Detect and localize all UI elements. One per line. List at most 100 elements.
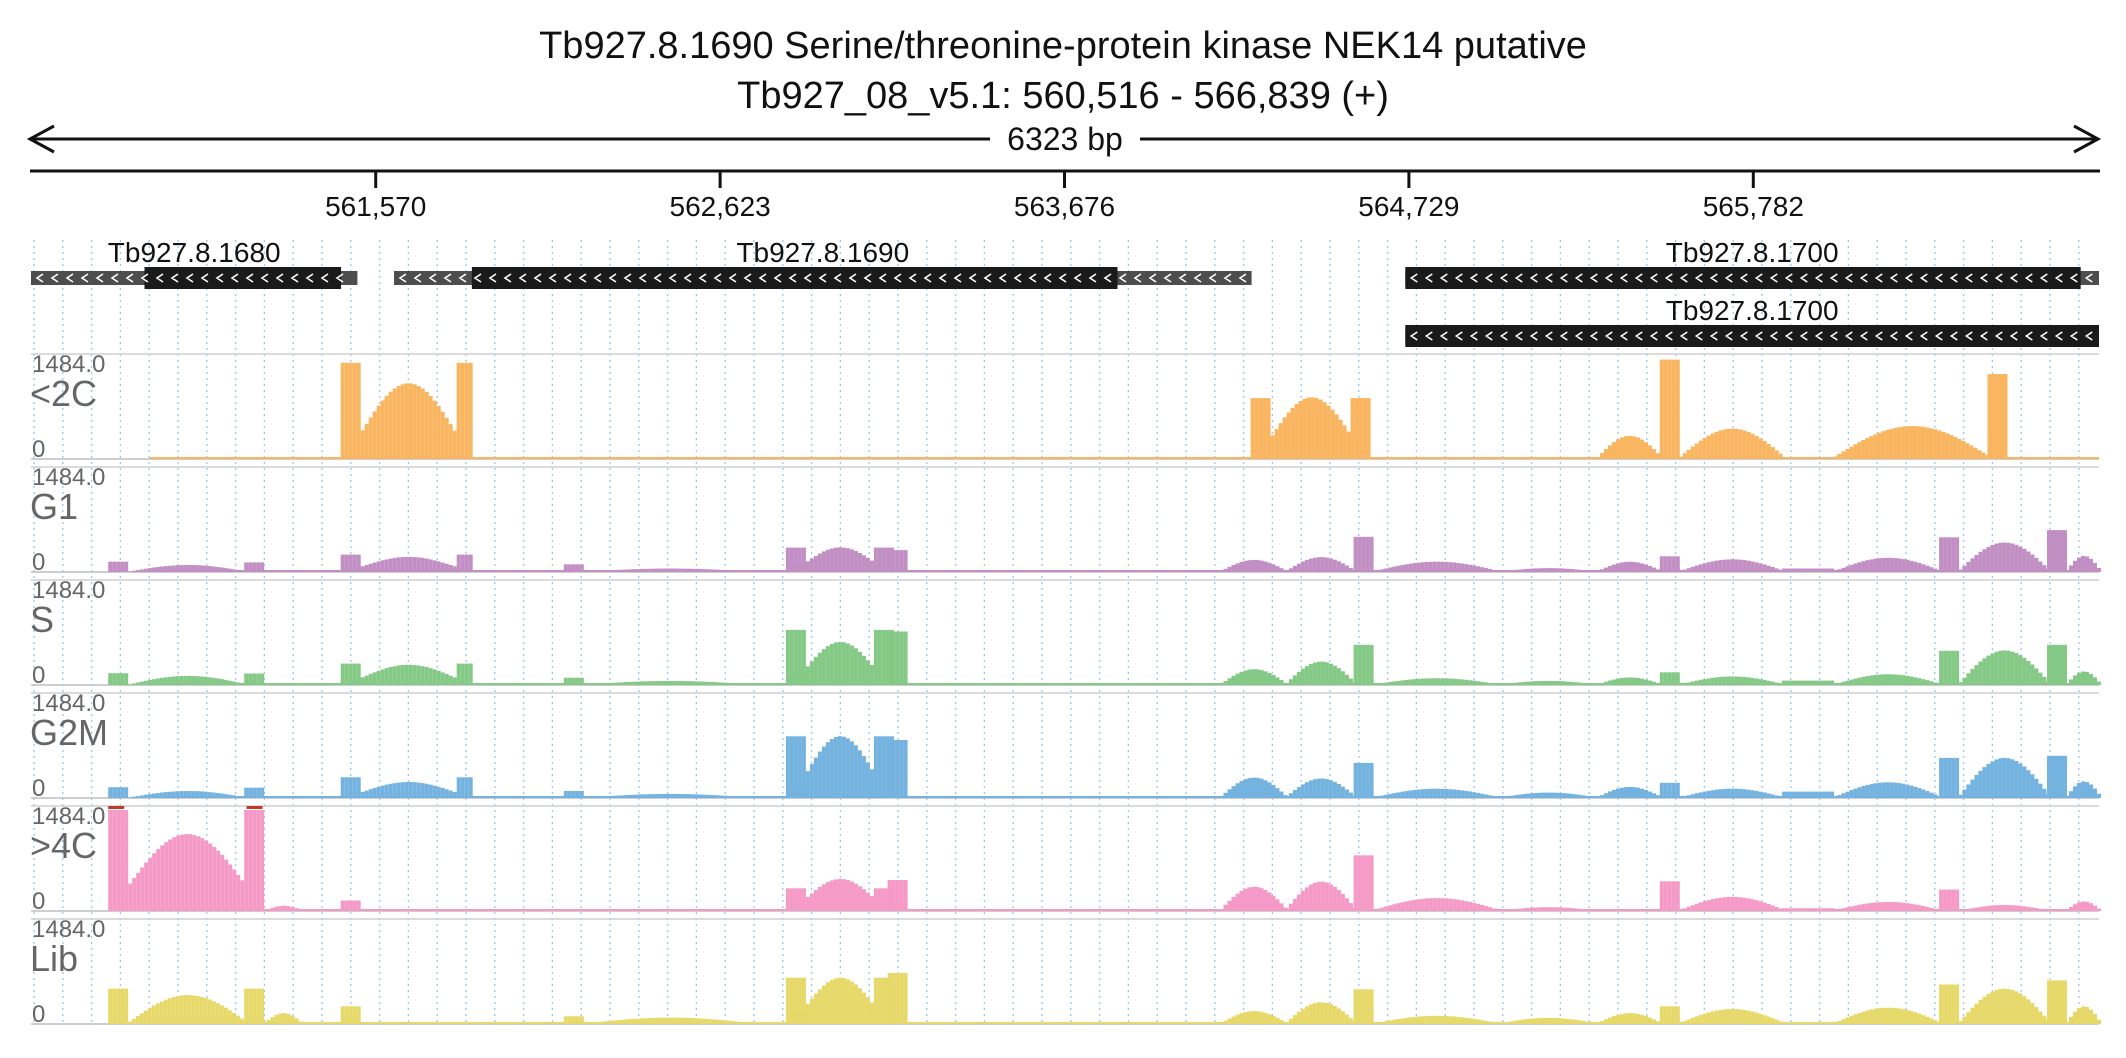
coverage-bar (1292, 899, 1297, 911)
coverage-bar (687, 681, 692, 685)
coverage-bar (903, 631, 908, 685)
coverage-bar (400, 384, 405, 459)
coverage-bar (1678, 797, 1683, 798)
coverage-bar (211, 677, 216, 685)
coverage-bar (703, 681, 708, 685)
coverage-bar (127, 684, 132, 685)
coverage-bar (1995, 374, 2000, 459)
coverage-bar (116, 673, 121, 685)
coverage-bar (735, 683, 740, 685)
coverage-segment (1219, 669, 1288, 685)
coverage-bar (179, 676, 184, 685)
coverage-bar (1970, 779, 1975, 798)
coverage-bar (587, 684, 592, 685)
coverage-bar (456, 362, 461, 459)
coverage-bar (1746, 789, 1751, 798)
coverage-bar (1628, 561, 1632, 572)
coverage-bar (1452, 789, 1457, 798)
coverage-bar (140, 867, 145, 911)
coverage-bar (1782, 908, 1787, 911)
coverage-bar (821, 884, 826, 911)
coverage-bar (1706, 790, 1711, 798)
coverage-bar (131, 570, 136, 572)
coverage-bar (1853, 563, 1858, 572)
coverage-bar (1861, 1011, 1866, 1024)
coverage-bar (1600, 683, 1604, 685)
coverage-bar (1690, 446, 1695, 459)
coverage-bar (899, 973, 904, 1024)
coverage-bar (211, 792, 216, 798)
coverage-segment (1284, 1002, 1357, 1024)
grid-lines (33, 240, 2080, 1024)
coverage-bar (1448, 678, 1453, 685)
coverage-bar (436, 786, 441, 798)
coverage-bar (1881, 431, 1886, 459)
coverage-bar (1671, 556, 1676, 572)
coverage-bar (739, 570, 744, 572)
coverage-bar (1565, 681, 1570, 685)
coverage-segment (244, 562, 265, 572)
coverage-bar (1841, 793, 1846, 798)
coverage-bar (1408, 679, 1413, 685)
coverage-bar (1525, 793, 1530, 798)
coverage-bar (1849, 564, 1854, 572)
coverage-segment (1353, 644, 1374, 685)
coverage-bar (1288, 568, 1293, 572)
coverage-bar (368, 789, 373, 798)
coverage-bar (1468, 1018, 1473, 1024)
coverage-bar (821, 985, 826, 1024)
coverage-bar (587, 571, 592, 572)
coverage-bar (1738, 676, 1743, 685)
coverage-bar (1667, 672, 1672, 685)
coverage-bar (1549, 680, 1554, 685)
coverage-bar (108, 810, 113, 911)
coverage-bar (2006, 542, 2011, 572)
coverage-bar (1624, 677, 1628, 685)
coverage-bar (1624, 436, 1628, 459)
coverage-bar (344, 900, 349, 911)
coverage-bar (1671, 1006, 1676, 1024)
coverage-segment (1833, 557, 1942, 572)
coverage-bar (207, 566, 212, 572)
coverage-bar (1412, 679, 1417, 685)
coverage-bar (881, 888, 886, 911)
coverage-bar (1853, 788, 1858, 798)
coverage-bar (1440, 561, 1445, 572)
coverage-bar (887, 631, 892, 685)
coverage-bar (1814, 680, 1819, 685)
coverage-bar (1734, 788, 1739, 798)
coverage-bar (1965, 443, 1970, 459)
coverage-bar (647, 568, 652, 572)
coverage-bar (203, 791, 208, 798)
coverage-bar (1231, 675, 1236, 685)
span-length-label: 6323 bp (1007, 121, 1123, 157)
coverage-bar (1865, 1010, 1870, 1024)
coverage-bar (829, 979, 834, 1024)
coverage-bar (1656, 569, 1660, 572)
coverage-bar (440, 411, 445, 459)
coverage-bar (881, 977, 886, 1024)
coverage-bar (1600, 1021, 1604, 1024)
coverage-bar (2077, 557, 2081, 572)
coverage-bar (651, 1017, 656, 1024)
coverage-bar (869, 1002, 874, 1024)
coverage-bar (1464, 1017, 1469, 1024)
coverage-bar (1231, 786, 1236, 798)
coverage-bar (1344, 789, 1349, 798)
coverage-bar (239, 570, 244, 572)
coverage-bar (1913, 904, 1918, 911)
coverage-bar (1263, 1012, 1268, 1024)
coverage-bar (1561, 793, 1566, 798)
coverage-bar (1223, 1020, 1228, 1024)
coverage-bar (112, 561, 117, 572)
coverage-bar (2014, 653, 2019, 685)
coverage-bar (1436, 898, 1441, 911)
coverage-bar (1553, 792, 1558, 798)
coverage-bar (1810, 680, 1815, 685)
coverage-bar (2097, 681, 2101, 685)
coverage-bar (1794, 568, 1799, 572)
coverage-segment (1353, 855, 1374, 911)
coverage-bar (1517, 1020, 1522, 1024)
coverage-bar (1348, 567, 1353, 572)
coverage-bar (1448, 562, 1453, 572)
